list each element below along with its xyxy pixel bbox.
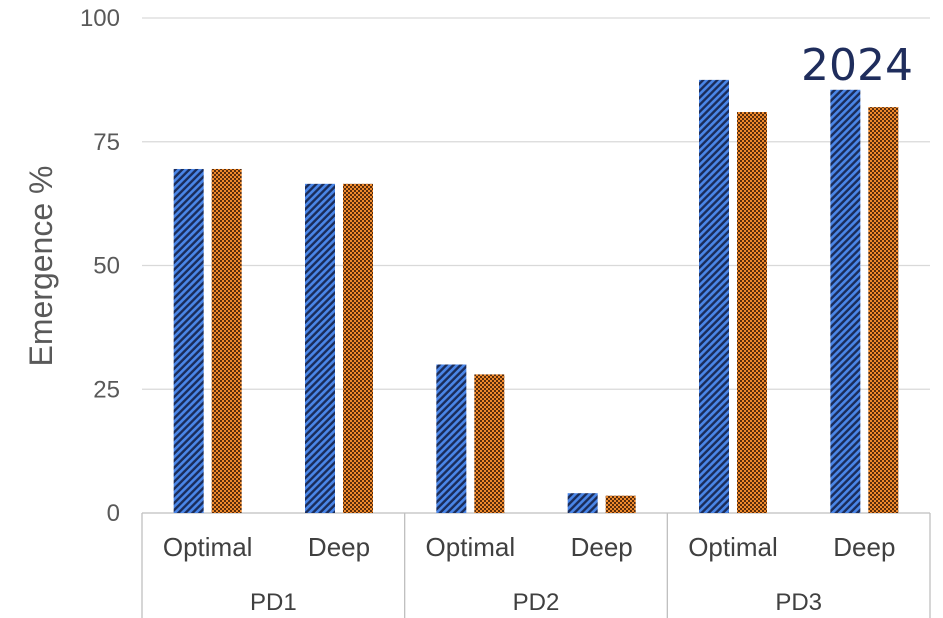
x-category-label: Deep [833,532,895,562]
chart-title: 2024 [801,40,913,91]
bar-series-1 [305,183,335,513]
gridlines [142,17,930,390]
x-category-label: Optimal [163,532,253,562]
y-axis-label: Emergence % [23,166,59,367]
y-tick-label: 0 [107,500,120,527]
bars [173,79,899,514]
x-category-label: Deep [308,532,370,562]
y-tick-label: 50 [93,253,120,280]
x-group-label: PD1 [250,589,297,616]
labels: 0 25 50 75 100 Optimal Deep PD1 Optimal Deep PD2 Op… [80,5,895,616]
x-category-label: Optimal [426,532,516,562]
bar-series-2 [474,374,505,513]
y-tick-label: 75 [93,129,120,156]
bar-series-2 [868,107,899,513]
bar-series-2 [343,183,373,513]
bar-series-1 [567,493,598,513]
y-tick-label: 100 [80,5,120,32]
x-category-label: Optimal [688,532,778,562]
axes [141,512,931,618]
x-group-label: PD3 [775,589,822,616]
x-group-label: PD2 [513,589,560,616]
bar-series-1 [699,79,729,513]
bar-series-2 [737,112,767,514]
bar-series-2 [605,495,636,513]
bar-series-1 [436,364,467,513]
bar-series-1 [830,89,861,514]
bar-series-2 [211,168,242,513]
x-category-label: Deep [571,532,633,562]
bar-series-1 [173,168,204,513]
y-tick-label: 25 [93,376,120,403]
